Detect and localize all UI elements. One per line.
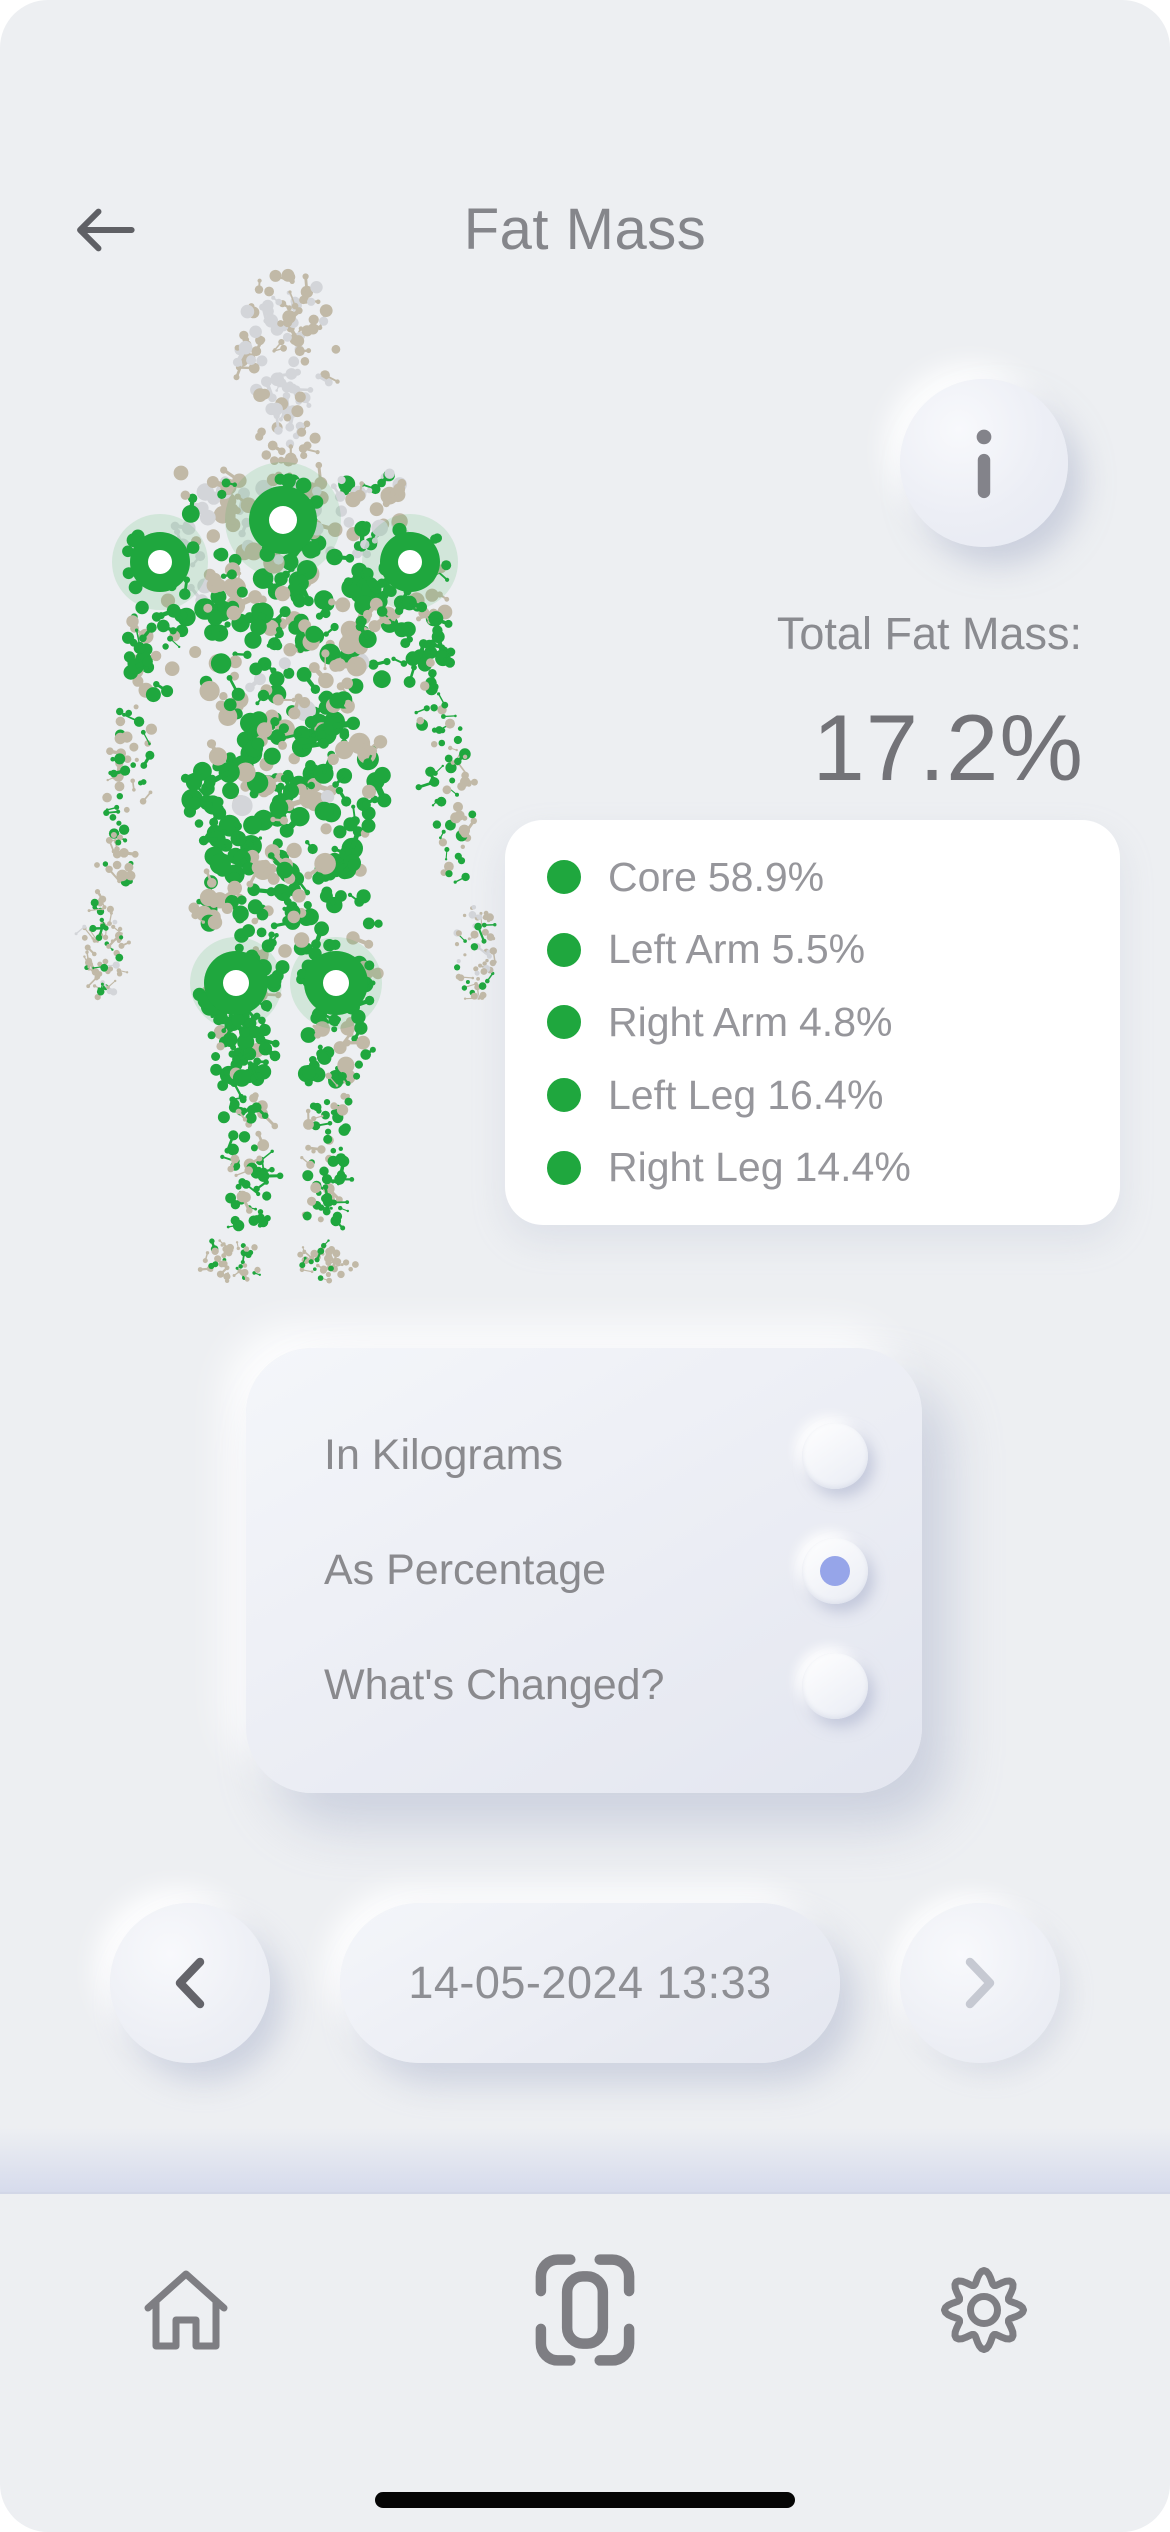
home-tab[interactable] [111, 2235, 261, 2385]
green-ring-icon [547, 1078, 581, 1113]
bottom-navigation [0, 2196, 1170, 2532]
green-ring-icon [547, 932, 581, 967]
option-whats-changed[interactable]: What's Changed? [324, 1652, 868, 1719]
home-indicator [375, 2492, 795, 2508]
back-arrow-icon [77, 208, 135, 252]
green-ring-icon [547, 860, 581, 895]
chevron-right-icon [965, 1957, 995, 2009]
breakdown-label: Left Leg [608, 1071, 757, 1118]
total-fat-mass-label: Total Fat Mass: [776, 608, 1082, 659]
breakdown-value: 14.4% [794, 1144, 911, 1191]
page-title: Fat Mass [463, 197, 707, 262]
breakdown-row-left-leg: Left Leg 16.4% [505, 1072, 1120, 1119]
breakdown-card: Core 58.9% Left Arm 5.5% Right Arm 4.8% … [505, 820, 1120, 1225]
option-as-percentage[interactable]: As Percentage [324, 1537, 868, 1604]
breakdown-value: 58.9% [707, 853, 825, 900]
option-label: In Kilograms [324, 1431, 563, 1479]
breakdown-label: Right Arm [608, 998, 788, 1045]
info-icon [976, 429, 992, 499]
info-button[interactable] [900, 379, 1068, 547]
radio-whats-changed[interactable] [802, 1652, 868, 1719]
breakdown-label: Left Arm [608, 926, 761, 973]
home-icon [144, 2270, 228, 2350]
breakdown-value: 16.4% [767, 1071, 884, 1118]
breakdown-row-right-leg: Right Leg 14.4% [505, 1144, 1120, 1191]
previous-date-button[interactable] [110, 1903, 270, 2063]
breakdown-row-core: Core 58.9% [505, 854, 1120, 901]
breakdown-row-left-arm: Left Arm 5.5% [505, 926, 1120, 973]
option-label: What's Changed? [324, 1661, 665, 1709]
breakdown-label: Core [608, 853, 697, 900]
breakdown-label: Right Leg [608, 1144, 784, 1191]
settings-tab[interactable] [909, 2235, 1059, 2385]
breakdown-value: 5.5% [771, 926, 866, 973]
green-ring-icon [547, 1005, 581, 1040]
radio-in-kilograms[interactable] [802, 1422, 868, 1489]
radio-dot [820, 1555, 850, 1586]
display-options-card: In Kilograms As Percentage What's Change… [246, 1348, 922, 1793]
scan-tab[interactable] [510, 2235, 660, 2385]
next-date-button[interactable] [900, 1903, 1060, 2063]
breakdown-value: 4.8% [799, 998, 893, 1045]
green-ring-icon [547, 1150, 581, 1185]
option-label: As Percentage [324, 1546, 607, 1594]
date-display[interactable]: 14-05-2024 13:33 [340, 1903, 840, 2063]
radio-as-percentage[interactable] [802, 1537, 868, 1604]
settings-gear-icon [941, 2267, 1027, 2353]
breakdown-row-right-arm: Right Arm 4.8% [505, 999, 1120, 1046]
total-fat-mass-value: 17.2% [812, 695, 1084, 800]
option-in-kilograms[interactable]: In Kilograms [324, 1422, 868, 1489]
chevron-left-icon [175, 1957, 205, 2009]
scan-frame-icon [535, 2254, 635, 2366]
back-button[interactable] [56, 188, 152, 272]
content-edge-shadow [0, 2128, 1170, 2194]
